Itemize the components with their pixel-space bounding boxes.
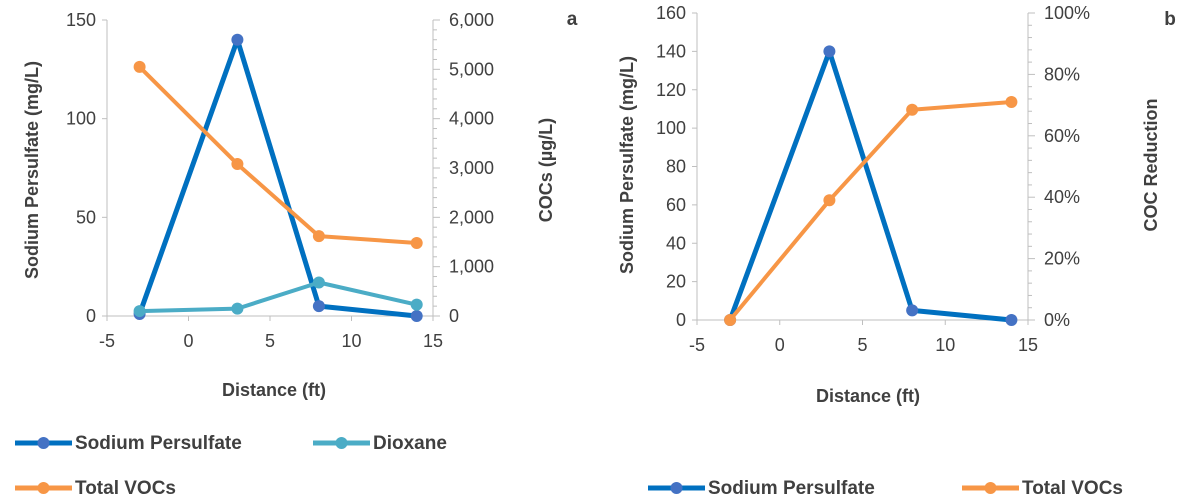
data-point-dioxane (133, 305, 146, 318)
y2-tick-label: 6,000 (449, 10, 494, 30)
y2-tick-label: 5,000 (449, 59, 494, 79)
legend-item-total-vocs-a: Total VOCs (15, 478, 176, 499)
panel-b-letter: b (1164, 9, 1176, 30)
y2-tick-label: 4,000 (449, 109, 494, 129)
y-tick-label: 0 (676, 310, 686, 330)
legend-label: Dioxane (373, 433, 447, 454)
legend-label: Total VOCs (1022, 478, 1123, 499)
x-tick-label: 15 (1018, 335, 1038, 355)
y-tick-label: 80 (666, 157, 686, 177)
legend-item-dioxane-a: Dioxane (313, 433, 447, 454)
x-tick-label: -5 (99, 331, 115, 351)
y2-tick-label: 1,000 (449, 257, 494, 277)
series-line-sodium-persulfate (727, 48, 1014, 323)
data-point-dioxane (231, 302, 244, 315)
y-tick-label: 20 (666, 272, 686, 292)
series-line-total-vocs (137, 64, 419, 245)
panel-a-y2-axis-title: COCs (µg/L) (536, 118, 556, 222)
panel-a-legend: Sodium Persulfate Dioxane Total VOCs (15, 433, 447, 499)
data-point-total-vocs (823, 194, 836, 207)
x-tick-label: 15 (423, 331, 443, 351)
y2-tick-label: 0% (1044, 310, 1070, 330)
data-point-sodium-persulfate (823, 45, 836, 58)
legend-swatch-marker (984, 482, 997, 494)
y2-tick-label: 60% (1044, 126, 1080, 146)
panel-a-letter: a (567, 9, 578, 30)
data-point-total-vocs (312, 230, 325, 243)
data-point-dioxane (312, 276, 325, 289)
x-tick-label: 0 (775, 335, 785, 355)
data-point-sodium-persulfate (1005, 314, 1018, 326)
panel-b-y-axis-title: Sodium Persulfate (mg/L) (617, 56, 637, 274)
y-tick-label: 50 (76, 207, 96, 227)
y-tick-label: 150 (66, 10, 96, 30)
panel-a-marks: 05010015001,0002,0003,0004,0005,0006,000… (66, 10, 494, 351)
panel-b-marks: 0204060801001201401600%20%40%60%80%100%-… (656, 3, 1090, 355)
y2-tick-label: 80% (1044, 64, 1080, 84)
legend-swatch-marker (335, 437, 348, 449)
y2-tick-label: 3,000 (449, 158, 494, 178)
data-point-sodium-persulfate (312, 300, 325, 313)
y-tick-label: 160 (656, 3, 686, 23)
y-tick-label: 40 (666, 233, 686, 253)
legend-label: Sodium Persulfate (75, 433, 242, 454)
series-line-dioxane (137, 280, 419, 314)
data-point-total-vocs (906, 103, 919, 116)
data-point-sodium-persulfate (231, 33, 244, 46)
y-tick-label: 140 (656, 41, 686, 61)
y-tick-label: 60 (666, 195, 686, 215)
y2-tick-label: 2,000 (449, 207, 494, 227)
y-tick-label: 100 (66, 109, 96, 129)
legend-item-total-vocs-b: Total VOCs (962, 478, 1123, 499)
x-tick-label: 10 (341, 331, 361, 351)
series-line-total-vocs (728, 100, 1014, 322)
panel-a-x-axis-title: Distance (ft) (222, 380, 326, 400)
y-tick-label: 100 (656, 118, 686, 138)
y-tick-label: 0 (86, 306, 96, 326)
y2-tick-label: 100% (1044, 3, 1090, 23)
panel-b-y2-axis-title: COC Reduction (1141, 99, 1161, 232)
data-point-sodium-persulfate (906, 304, 919, 317)
data-point-sodium-persulfate (410, 310, 423, 322)
data-point-total-vocs (231, 158, 244, 171)
legend-swatch-marker (670, 482, 683, 494)
y2-tick-label: 0 (449, 306, 459, 326)
legend-swatch-marker (37, 482, 50, 494)
legend-swatch-marker (37, 437, 50, 449)
chart-panel-a: 05010015001,0002,0003,0004,0005,0006,000… (22, 9, 578, 400)
panel-b-legend: Sodium Persulfate Total VOCs (648, 478, 1123, 499)
y2-tick-label: 40% (1044, 187, 1080, 207)
x-tick-label: 0 (183, 331, 193, 351)
x-tick-label: 5 (265, 331, 275, 351)
data-point-total-vocs (410, 236, 423, 249)
panel-a-y-axis-title: Sodium Persulfate (mg/L) (22, 61, 42, 279)
series-line-sodium-persulfate (137, 37, 420, 319)
data-point-total-vocs (1005, 96, 1018, 109)
x-tick-label: 10 (935, 335, 955, 355)
legend-label: Sodium Persulfate (708, 478, 875, 499)
data-point-total-vocs (133, 60, 146, 73)
panel-b-x-axis-title: Distance (ft) (816, 386, 920, 406)
data-point-total-vocs (724, 314, 737, 326)
y2-tick-label: 20% (1044, 249, 1080, 269)
chart-panel-b: 0204060801001201401600%20%40%60%80%100%-… (617, 3, 1176, 406)
legend-item-sodium-persulfate-a: Sodium Persulfate (15, 433, 242, 454)
x-tick-label: -5 (689, 335, 705, 355)
y-tick-label: 120 (656, 80, 686, 100)
legend-label: Total VOCs (75, 478, 176, 499)
data-point-dioxane (410, 298, 423, 311)
x-tick-label: 5 (857, 335, 867, 355)
legend-item-sodium-persulfate-b: Sodium Persulfate (648, 478, 875, 499)
